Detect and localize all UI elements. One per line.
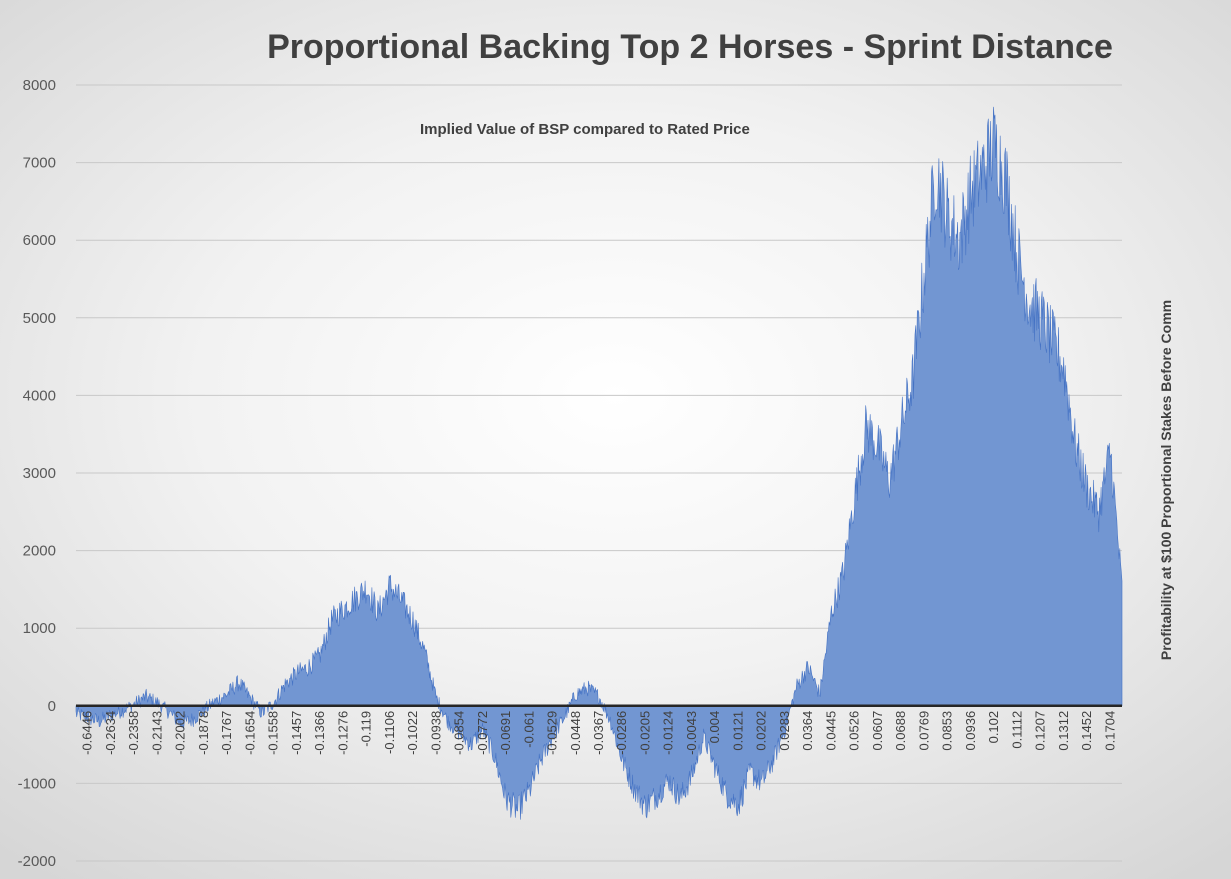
x-tick-label: 0.1704 <box>1102 711 1117 751</box>
x-tick-label: 0.0769 <box>916 711 931 751</box>
x-tick-label: -0.1276 <box>335 711 350 755</box>
x-tick-label: -0.0691 <box>498 711 513 755</box>
x-tick-label: -0.6446 <box>80 711 95 755</box>
x-tick-label: -0.0772 <box>475 711 490 755</box>
x-tick-label: 0.0607 <box>870 711 885 751</box>
y-tick-label: 1000 <box>23 620 56 637</box>
series-area-group <box>75 106 1123 820</box>
x-tick-label: 0.0364 <box>800 711 815 751</box>
x-tick-label: -0.0529 <box>545 711 560 755</box>
x-tick-label: 0.1312 <box>1056 711 1071 751</box>
x-tick-label: -0.0938 <box>428 711 443 755</box>
x-tick-label: 0.0121 <box>731 711 746 751</box>
x-tick-label: 0.004 <box>707 711 722 744</box>
x-tick-label: 0.0688 <box>893 711 908 751</box>
x-tick-label: 0.102 <box>986 711 1001 744</box>
x-tick-label: -0.0448 <box>568 711 583 755</box>
x-tick-label: 0.0202 <box>754 711 769 751</box>
x-tick-label: -0.0205 <box>638 711 653 755</box>
x-tick-label: 0.0445 <box>823 711 838 751</box>
x-tick-label: -0.1457 <box>289 711 304 755</box>
chart-title: Proportional Backing Top 2 Horses - Spri… <box>267 28 1113 66</box>
x-tick-label: -0.1558 <box>266 711 281 755</box>
y-tick-label: -2000 <box>18 853 56 870</box>
x-tick-label: -0.0043 <box>684 711 699 755</box>
x-tick-label: 0.1112 <box>1009 711 1024 749</box>
x-tick-label: -0.2002 <box>173 711 188 755</box>
y-tick-label: 0 <box>48 698 56 715</box>
y-tick-label: 8000 <box>23 77 56 94</box>
series-area <box>75 106 1123 820</box>
x-tick-label: -0.1654 <box>242 711 257 755</box>
x-tick-label: 0.1207 <box>1033 711 1048 751</box>
x-tick-label: 0.0283 <box>777 711 792 751</box>
x-tick-label: 0.1452 <box>1079 711 1094 751</box>
x-tick-label: -0.1106 <box>382 711 397 754</box>
x-tick-label: 0.0526 <box>847 711 862 751</box>
x-tick-label: -0.0854 <box>452 711 467 755</box>
y-tick-label: 3000 <box>23 465 56 482</box>
y-tick-label: 6000 <box>23 232 56 249</box>
x-tick-label: -0.2143 <box>149 711 164 755</box>
x-tick-label: -0.0367 <box>591 711 606 755</box>
y-tick-label: 5000 <box>23 310 56 327</box>
x-tick-label: -0.2358 <box>126 711 141 755</box>
x-tick-label: -0.1366 <box>312 711 327 755</box>
x-tick-label: -0.1022 <box>405 711 420 755</box>
x-tick-label: 0.0853 <box>940 711 955 751</box>
y-tick-label: 4000 <box>23 387 56 404</box>
x-tick-labels: -0.6446 -0.2634 -0.2358 -0.2143 -0.2002 -0.18… <box>80 711 1118 755</box>
y-tick-label: 7000 <box>23 155 56 172</box>
x-tick-label: -0.0286 <box>614 711 629 755</box>
x-tick-label: -0.1878 <box>196 711 211 755</box>
x-tick-label: -0.061 <box>521 711 536 748</box>
x-tick-label: -0.2634 <box>103 711 118 755</box>
x-tick-label: -0.119 <box>359 711 374 747</box>
x-tick-label: -0.0124 <box>661 711 676 755</box>
y-tick-label: 2000 <box>23 543 56 560</box>
chart-subtitle: Implied Value of BSP compared to Rated P… <box>420 121 750 138</box>
y-tick-labels: -2000 -1000 0 1000 2000 3000 4000 5000 6000 7000 8… <box>18 77 56 870</box>
x-tick-label: 0.0936 <box>963 711 978 751</box>
y-tick-label: -1000 <box>18 775 56 792</box>
x-tick-label: -0.1767 <box>219 711 234 755</box>
